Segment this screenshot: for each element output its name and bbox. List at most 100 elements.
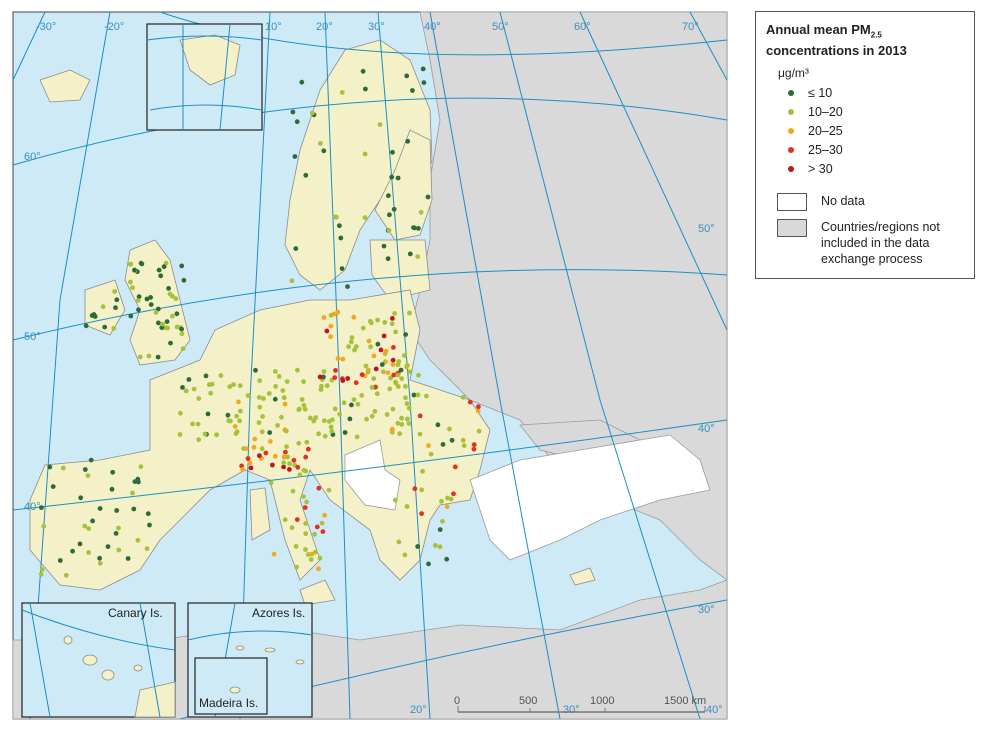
station-point: [390, 357, 396, 363]
monitoring-stations: [38, 66, 482, 578]
canary-label: Canary Is.: [108, 606, 163, 620]
station-point: [314, 524, 320, 530]
station-point: [177, 432, 183, 437]
station-point: [190, 421, 196, 427]
station-point: [227, 384, 233, 390]
station-point: [268, 480, 274, 486]
legend-item-no-data: No data: [766, 192, 964, 211]
station-point: [156, 267, 162, 273]
station-point: [287, 467, 292, 472]
station-point: [290, 488, 296, 494]
station-point: [86, 526, 92, 531]
station-point: [232, 424, 238, 429]
station-point: [461, 443, 467, 448]
station-point: [371, 376, 377, 381]
station-point: [354, 434, 360, 440]
station-point: [272, 369, 278, 374]
station-point: [100, 304, 106, 310]
station-point: [395, 372, 401, 378]
legend-swatch-grey: [777, 218, 807, 237]
station-point: [387, 386, 393, 392]
station-point: [406, 421, 412, 426]
station-point: [395, 420, 401, 426]
station-point: [206, 382, 212, 388]
station-point: [411, 392, 417, 398]
station-point: [293, 246, 299, 252]
station-point: [382, 320, 388, 325]
station-point: [322, 433, 328, 439]
station-point: [183, 388, 189, 394]
station-point: [256, 395, 262, 400]
station-point: [168, 340, 173, 346]
station-point: [178, 410, 183, 416]
svalbard-inset: [146, 23, 263, 131]
station-point: [266, 391, 272, 396]
station-point: [317, 555, 323, 561]
station-point: [291, 457, 297, 463]
station-point: [385, 370, 391, 376]
station-point: [391, 345, 396, 350]
station-point: [460, 437, 466, 443]
station-point: [403, 395, 408, 401]
graticule-label-left: 60°: [24, 151, 41, 163]
scale-tick-500: 500: [519, 695, 537, 707]
station-point: [405, 416, 410, 422]
station-point: [407, 369, 413, 375]
station-point: [180, 346, 186, 351]
station-point: [393, 379, 398, 385]
station-point: [471, 442, 477, 448]
station-point: [253, 367, 258, 373]
station-point: [307, 415, 313, 421]
station-point: [428, 451, 434, 457]
station-point: [364, 416, 369, 422]
station-point: [374, 391, 380, 397]
station-point: [346, 344, 351, 350]
station-point: [403, 384, 408, 389]
station-point: [273, 384, 278, 389]
station-point: [338, 235, 344, 241]
station-point: [433, 543, 438, 548]
station-point: [295, 464, 301, 470]
station-point: [111, 325, 117, 331]
station-point: [261, 396, 266, 401]
station-point: [475, 408, 481, 414]
station-point: [369, 320, 374, 326]
station-point: [359, 372, 365, 378]
station-point: [316, 566, 321, 572]
station-point: [363, 86, 368, 92]
station-point: [449, 437, 455, 443]
station-point: [362, 215, 368, 221]
station-point: [377, 122, 383, 127]
station-point: [173, 296, 179, 302]
station-point: [386, 227, 392, 233]
station-point: [280, 388, 286, 393]
station-point: [386, 193, 391, 199]
station-point: [326, 487, 332, 493]
station-point: [399, 376, 405, 382]
station-point: [144, 546, 150, 552]
station-point: [243, 446, 249, 451]
station-point: [337, 223, 342, 229]
station-point: [317, 374, 323, 380]
station-point: [260, 414, 265, 419]
station-point: [179, 263, 185, 269]
station-point: [418, 209, 424, 215]
station-point: [404, 362, 410, 368]
graticule-label-top: 20°: [316, 21, 333, 33]
station-point: [109, 486, 115, 492]
station-point: [281, 460, 287, 466]
station-point: [322, 512, 327, 518]
station-point: [451, 491, 456, 497]
station-point: [82, 467, 88, 472]
legend-item-20-25: 20–25: [766, 122, 964, 141]
no-data-areas: [344, 434, 711, 561]
station-point: [257, 404, 263, 410]
station-point: [392, 311, 397, 316]
scale-tick-1000: 1000: [590, 695, 614, 707]
station-point: [237, 408, 243, 414]
station-point: [82, 523, 88, 529]
station-point: [85, 473, 91, 478]
scale-tick-1500: 1500 km: [664, 695, 706, 707]
station-point: [301, 379, 306, 384]
legend-item-10-20: 10–20: [766, 103, 964, 122]
